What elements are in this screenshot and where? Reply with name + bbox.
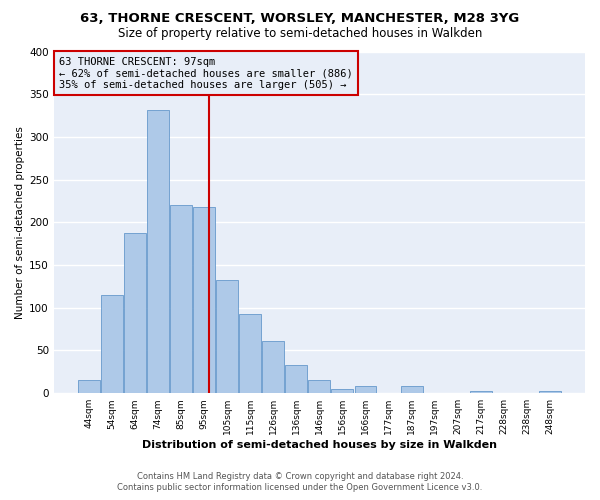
Bar (193, 207, 215, 393)
Bar (286, 365, 307, 393)
Bar (239, 314, 261, 393)
Bar (262, 341, 284, 393)
X-axis label: Distribution of semi-detached houses by size in Walkden: Distribution of semi-detached houses by … (142, 440, 497, 450)
Text: Contains HM Land Registry data © Crown copyright and database right 2024.: Contains HM Land Registry data © Crown c… (137, 472, 463, 481)
Bar (170, 206, 192, 393)
Bar (355, 386, 376, 393)
Bar (331, 389, 353, 393)
Y-axis label: Number of semi-detached properties: Number of semi-detached properties (15, 126, 25, 319)
Bar (539, 390, 561, 393)
Bar (124, 234, 146, 393)
Bar (147, 110, 169, 393)
Text: Size of property relative to semi-detached houses in Walkden: Size of property relative to semi-detach… (118, 28, 482, 40)
Text: 63, THORNE CRESCENT, WORSLEY, MANCHESTER, M28 3YG: 63, THORNE CRESCENT, WORSLEY, MANCHESTER… (80, 12, 520, 26)
Bar (401, 386, 422, 393)
Bar (78, 380, 100, 393)
Text: 63 THORNE CRESCENT: 97sqm
← 62% of semi-detached houses are smaller (886)
35% of: 63 THORNE CRESCENT: 97sqm ← 62% of semi-… (59, 56, 353, 90)
Bar (470, 390, 491, 393)
Bar (308, 380, 331, 393)
Text: Contains public sector information licensed under the Open Government Licence v3: Contains public sector information licen… (118, 484, 482, 492)
Bar (101, 295, 123, 393)
Bar (216, 280, 238, 393)
